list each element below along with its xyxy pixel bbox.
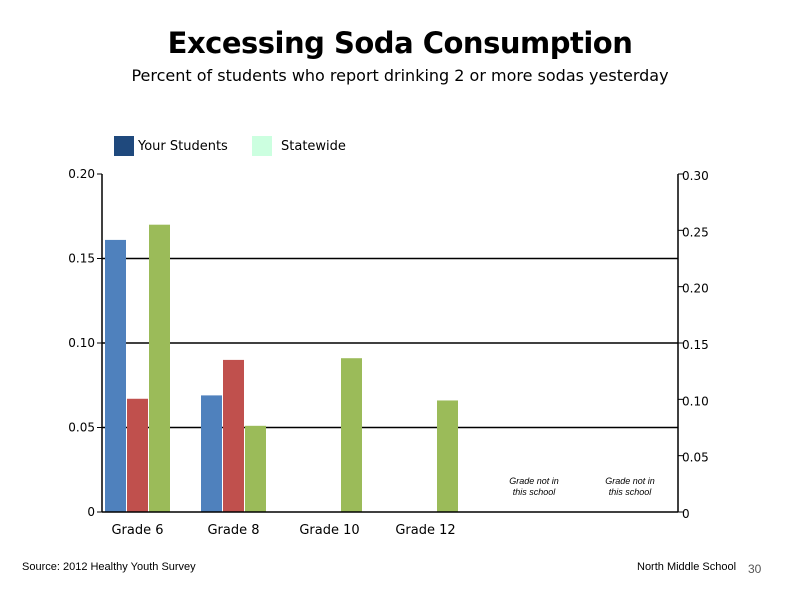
right-tick-label: 0.10: [682, 394, 709, 408]
chart-title: Excessing Soda Consumption: [167, 26, 633, 60]
legend-item-statewide: Statewide: [252, 135, 346, 157]
bar: [149, 224, 170, 512]
legend-label-statewide: Statewide: [281, 138, 346, 154]
left-tick-label: 0.20: [68, 167, 95, 181]
bar: [341, 358, 362, 512]
category-label: Grade 12: [395, 523, 455, 538]
annotation-text: this school: [513, 487, 557, 497]
footer-school: North Middle School: [637, 561, 737, 573]
annotation-text: Grade not in: [509, 476, 559, 486]
left-tick-label: 0.15: [68, 252, 95, 266]
right-tick-label: 0: [682, 507, 690, 521]
chart-subtitle: Percent of students who report drinking …: [131, 66, 669, 85]
legend-label-your-students: Your Students: [138, 138, 228, 154]
bar: [127, 398, 148, 512]
left-tick-label: 0.10: [68, 336, 95, 350]
bar: [105, 239, 126, 512]
category-label: Grade 8: [207, 523, 259, 538]
right-tick-label: 0.30: [682, 169, 709, 183]
right-tick-label: 0.25: [682, 225, 709, 239]
category-label: Grade 10: [299, 523, 359, 538]
legend-item-your-students: Your Students: [114, 135, 228, 157]
right-tick-label: 0.05: [682, 451, 709, 465]
left-tick-label: 0: [87, 505, 95, 519]
annotation-text: this school: [609, 487, 653, 497]
annotation-text: Grade not in: [605, 476, 655, 486]
page-number: 30: [748, 562, 762, 576]
category-label: Grade 6: [111, 523, 163, 538]
bar: [201, 395, 222, 512]
left-tick-label: 0.05: [68, 421, 95, 435]
right-tick-label: 0.20: [682, 282, 709, 296]
bar: [223, 359, 244, 512]
right-tick-label: 0.15: [682, 338, 709, 352]
legend-swatch-statewide: [252, 136, 272, 156]
bar: [437, 400, 458, 512]
legend-swatch-your-students: [114, 136, 134, 156]
bar: [245, 425, 266, 512]
footer-source: Source: 2012 Healthy Youth Survey: [22, 561, 196, 573]
